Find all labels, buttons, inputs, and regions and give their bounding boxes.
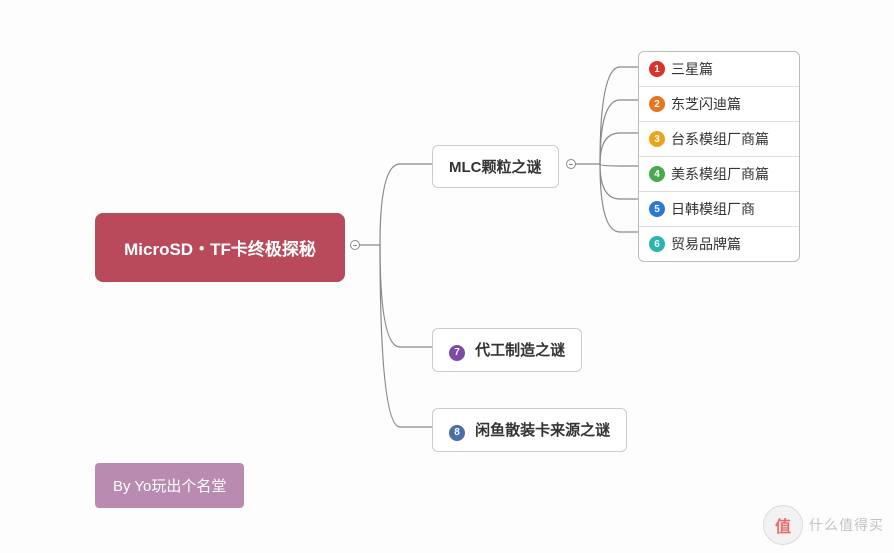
number-badge: 1 xyxy=(649,61,665,77)
leaf-item[interactable]: 5 日韩模组厂商 xyxy=(639,192,799,227)
number-badge: 7 xyxy=(449,345,465,361)
leaf-group: 1 三星篇 2 东芝闪迪篇 3 台系模组厂商篇 4 美系模组厂商篇 5 日韩模组… xyxy=(638,51,800,262)
branch-label: 闲鱼散装卡来源之谜 xyxy=(475,422,610,439)
leaf-label: 东芝闪迪篇 xyxy=(671,94,741,114)
leaf-item[interactable]: 2 东芝闪迪篇 xyxy=(639,87,799,122)
root-label: MicroSD・TF卡终极探秘 xyxy=(124,240,316,259)
leaf-item[interactable]: 4 美系模组厂商篇 xyxy=(639,157,799,192)
branch-label: 代工制造之谜 xyxy=(475,342,565,359)
number-badge: 4 xyxy=(649,166,665,182)
expand-handle[interactable] xyxy=(350,240,360,250)
expand-handle[interactable] xyxy=(566,159,576,169)
number-badge: 2 xyxy=(649,96,665,112)
number-badge: 6 xyxy=(649,236,665,252)
number-badge: 5 xyxy=(649,201,665,217)
watermark: 值 什么值得买 xyxy=(763,505,884,545)
branch-oem[interactable]: 7 代工制造之谜 xyxy=(432,328,582,372)
leaf-item[interactable]: 6 贸易品牌篇 xyxy=(639,227,799,261)
branch-label: MLC颗粒之谜 xyxy=(449,159,542,176)
branch-mlc[interactable]: MLC颗粒之谜 xyxy=(432,145,559,188)
number-badge: 8 xyxy=(449,425,465,441)
leaf-label: 台系模组厂商篇 xyxy=(671,129,769,149)
mindmap-canvas: MicroSD・TF卡终极探秘 MLC颗粒之谜 7 代工制造之谜 8 闲鱼散装卡… xyxy=(0,0,894,553)
watermark-text: 什么值得买 xyxy=(809,515,884,535)
author-badge: By Yo玩出个名堂 xyxy=(95,463,244,508)
leaf-item[interactable]: 3 台系模组厂商篇 xyxy=(639,122,799,157)
author-label: By Yo玩出个名堂 xyxy=(113,478,226,495)
watermark-icon: 值 xyxy=(763,505,803,545)
branch-xianyu[interactable]: 8 闲鱼散装卡来源之谜 xyxy=(432,408,627,452)
leaf-label: 美系模组厂商篇 xyxy=(671,164,769,184)
leaf-label: 三星篇 xyxy=(671,59,713,79)
root-node[interactable]: MicroSD・TF卡终极探秘 xyxy=(95,213,345,282)
leaf-item[interactable]: 1 三星篇 xyxy=(639,52,799,87)
number-badge: 3 xyxy=(649,131,665,147)
leaf-label: 贸易品牌篇 xyxy=(671,234,741,254)
leaf-label: 日韩模组厂商 xyxy=(671,199,755,219)
